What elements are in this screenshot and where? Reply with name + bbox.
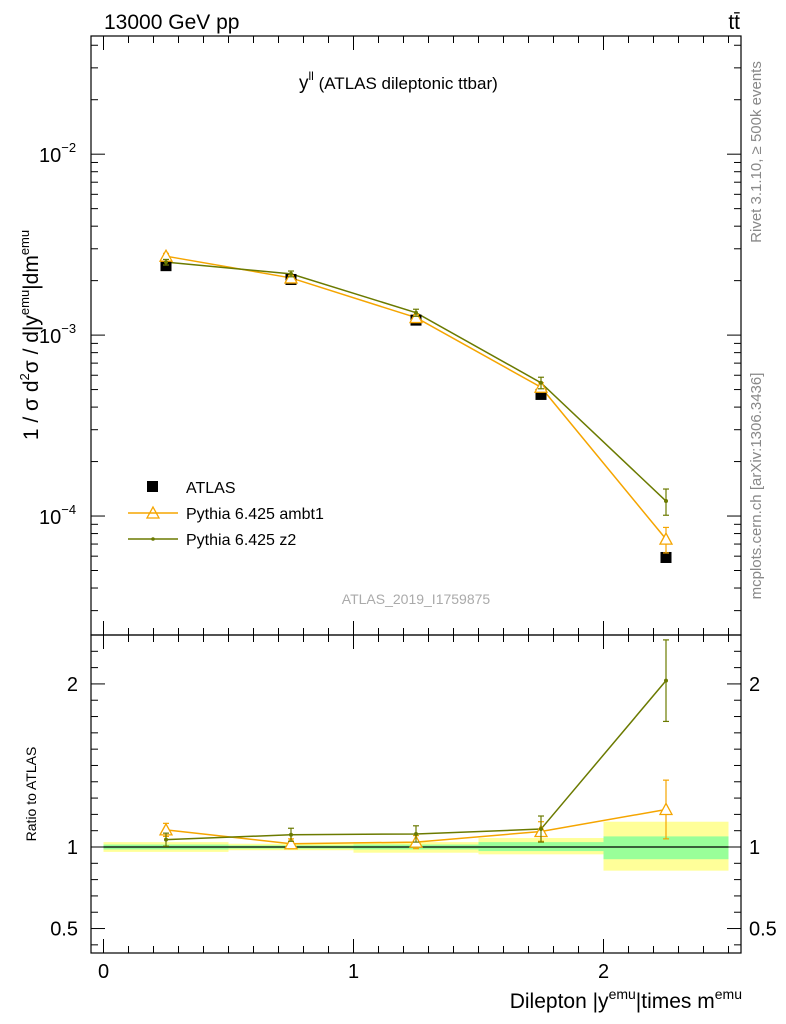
y-tick-label: 10−2 bbox=[39, 140, 76, 167]
ratio-point-z2 bbox=[539, 827, 543, 832]
ratio-plot-content bbox=[103, 639, 729, 871]
ratio-point-z2 bbox=[664, 678, 668, 683]
ratio-y-tick-label-right: 0.5 bbox=[749, 919, 777, 941]
ratio-y-tick-label-left: 2 bbox=[67, 674, 78, 696]
main-y-axis-label: 1 / σ d2σ / d|yemu|dmemu bbox=[17, 230, 43, 440]
uncertainty-band-green bbox=[603, 836, 729, 860]
data-point-z2 bbox=[539, 380, 543, 385]
ratio-y-tick-labels: 0.5 0.5 1 1 2 2 bbox=[50, 674, 777, 941]
main-x-ticks bbox=[103, 36, 729, 635]
data-point-z2 bbox=[414, 310, 418, 315]
series-line-2 bbox=[165, 261, 667, 502]
main-y-tick-labels: 10−4 10−3 10−2 bbox=[39, 140, 76, 529]
legend-marker-z2 bbox=[151, 537, 155, 541]
process-label: tt̄ bbox=[728, 11, 740, 34]
mcplots-label: mcplots.cern.ch [arXiv:1306.3436] bbox=[748, 373, 765, 600]
legend-entry-ambt1: Pythia 6.425 ambt1 bbox=[186, 506, 324, 523]
data-point-z2 bbox=[289, 271, 293, 276]
x-tick-label: 1 bbox=[348, 961, 359, 983]
series-line-1 bbox=[165, 255, 667, 540]
data-point-z2 bbox=[664, 499, 668, 504]
ratio-y-tick-label-left: 1 bbox=[67, 837, 78, 859]
ratio-series-line-1 bbox=[165, 680, 667, 841]
data-point-atlas bbox=[160, 260, 172, 272]
x-axis-label: Dilepton |yemu|times memu bbox=[510, 986, 742, 1013]
ratio-y-tick-label-left: 0.5 bbox=[50, 919, 78, 941]
y-tick-label: 10−4 bbox=[39, 502, 76, 529]
data-point-ambt1 bbox=[283, 270, 299, 284]
data-point-ambt1 bbox=[658, 531, 674, 545]
legend-entry-z2: Pythia 6.425 z2 bbox=[186, 532, 296, 549]
main-panel: 10−4 10−3 10−2 yll (ATLAS dileptonic ttbar… bbox=[17, 35, 742, 636]
rivet-label: Rivet 3.1.10, ≥ 500k events bbox=[748, 61, 765, 243]
data-point-z2 bbox=[164, 260, 168, 265]
x-tick-label: 2 bbox=[598, 961, 609, 983]
ratio-point-ambt1 bbox=[283, 836, 299, 850]
legend: ATLAS Pythia 6.425 ambt1 Pythia 6.425 z2 bbox=[128, 480, 324, 549]
ratio-y-axis-label: Ratio to ATLAS bbox=[23, 747, 39, 842]
ratio-y-tick-label-right: 2 bbox=[749, 674, 760, 696]
ratio-panel: 0.5 0.5 1 1 2 2 0 1 2 Ratio to ATLAS Dilepton |… bbox=[23, 634, 777, 1013]
ratio-y-tick-label-right: 1 bbox=[749, 837, 760, 859]
y-tick-label: 10−3 bbox=[39, 321, 76, 348]
plot-title: yll (ATLAS dileptonic ttbar) bbox=[299, 69, 498, 94]
legend-entry-atlas: ATLAS bbox=[186, 480, 236, 497]
ratio-point-z2 bbox=[164, 837, 168, 842]
data-point-ambt1 bbox=[408, 310, 424, 324]
ratio-x-tick-labels: 0 1 2 bbox=[98, 961, 609, 983]
ratio-frame bbox=[90, 634, 742, 954]
ratio-point-ambt1 bbox=[658, 802, 674, 816]
ratio-point-z2 bbox=[414, 831, 418, 836]
data-point-atlas bbox=[660, 551, 672, 563]
legend-marker-atlas bbox=[147, 481, 158, 492]
legend-marker-ambt1 bbox=[145, 505, 161, 519]
main-plot-content bbox=[158, 248, 674, 563]
main-y-ticks bbox=[91, 44, 741, 612]
energy-label: 13000 GeV pp bbox=[104, 11, 239, 34]
data-point-atlas bbox=[535, 388, 547, 400]
ratio-point-z2 bbox=[289, 832, 293, 837]
x-tick-label: 0 bbox=[98, 961, 109, 983]
ratio-ticks bbox=[91, 634, 741, 953]
analysis-watermark: ATLAS_2019_I1759875 bbox=[342, 591, 491, 607]
